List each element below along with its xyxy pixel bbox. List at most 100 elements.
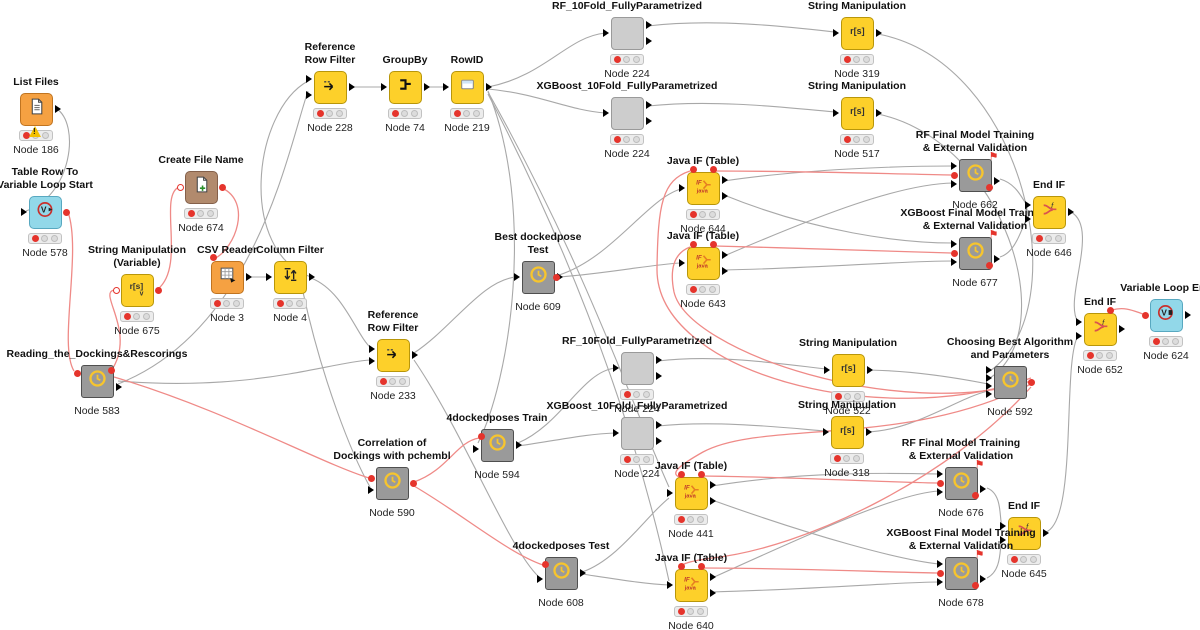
data-wire-n224d-n318[interactable]: [657, 423, 826, 432]
input-port[interactable]: [936, 469, 943, 478]
flow-variable-input-port[interactable]: [541, 560, 549, 568]
data-wire-n583-n233[interactable]: [117, 359, 372, 384]
node-java-if-table-640[interactable]: Java IF (Table) IF java Node 640: [655, 552, 727, 630]
node-body[interactable]: [610, 16, 644, 50]
input-port[interactable]: [472, 444, 479, 453]
data-wire-n233-n609[interactable]: [413, 276, 517, 354]
data-wire-n608-n640[interactable]: [581, 573, 670, 586]
flow-variable-output-port[interactable]: [985, 261, 993, 269]
output-port[interactable]: [709, 480, 716, 489]
output-port[interactable]: [645, 36, 652, 45]
node-body[interactable]: [993, 365, 1027, 399]
node-string-manipulation-522[interactable]: String Manipulation r[s] Node 522: [799, 337, 897, 416]
node-body[interactable]: [210, 260, 244, 294]
output-port[interactable]: [515, 440, 522, 449]
input-port[interactable]: [368, 356, 375, 365]
input-port[interactable]: [1075, 331, 1082, 340]
node-body[interactable]: IF java: [686, 171, 720, 205]
flow-variable-input-port[interactable]: [367, 474, 375, 482]
flow-variable-wire-n640-n678[interactable]: [702, 567, 938, 574]
flow-variable-wire-n675-n674[interactable]: [157, 186, 180, 290]
node-column-filter-4[interactable]: Column Filter Node 4: [256, 244, 324, 323]
node-end-if-645[interactable]: End IF f Node 645: [999, 500, 1049, 580]
input-port[interactable]: [823, 365, 830, 374]
flow-variable-wire-n592-n441[interactable]: [675, 383, 1032, 478]
node-body[interactable]: [375, 466, 409, 500]
output-port[interactable]: [709, 572, 716, 581]
node-body[interactable]: [184, 170, 218, 204]
data-wire-n640-n678[interactable]: [711, 581, 940, 593]
input-port[interactable]: [513, 272, 520, 281]
input-port[interactable]: [1024, 200, 1031, 209]
flow-variable-input-port[interactable]: [950, 249, 958, 257]
output-port[interactable]: [993, 254, 1000, 263]
node-reading-the-dockings-rescorings-583[interactable]: Reading_the_Dockings&Rescorings Node 583: [7, 348, 188, 416]
node-body[interactable]: f: [1083, 312, 1117, 346]
input-port[interactable]: [936, 577, 943, 586]
data-wire-n594-n224c[interactable]: [517, 367, 616, 444]
flow-variable-wire-n590-n608[interactable]: [413, 485, 544, 566]
node-rf-10fold-fullyparametrized-224-top[interactable]: RF_10Fold_FullyParametrized Node 224: [552, 0, 702, 79]
input-port[interactable]: [20, 207, 27, 216]
data-wire-n609-n643[interactable]: [558, 262, 681, 278]
data-wire-n644-n662[interactable]: [723, 165, 954, 182]
flow-variable-wire-n583-n590[interactable]: [113, 376, 370, 479]
output-port[interactable]: [645, 20, 652, 29]
node-reference-row-filter-228[interactable]: Reference Row Filter Node 228: [305, 41, 356, 133]
flow-variable-wire-n592-n640[interactable]: [678, 386, 1032, 569]
flow-variable-output-port[interactable]: [552, 273, 560, 281]
input-port[interactable]: [822, 427, 829, 436]
input-port[interactable]: [536, 574, 543, 583]
output-port[interactable]: [721, 191, 728, 200]
output-port[interactable]: [865, 427, 872, 436]
node-body[interactable]: [480, 428, 514, 462]
data-wire-n219-n224a[interactable]: [487, 32, 606, 88]
flow-variable-wire-n652-n624[interactable]: [1111, 308, 1144, 315]
output-port[interactable]: [348, 82, 355, 91]
node-string-manipulation-319[interactable]: String Manipulation r[s] Node 319: [808, 0, 906, 79]
node-choosing-best-algorithm-and-parameters-592[interactable]: Choosing Best Algorithm and Parameters Nod…: [947, 336, 1073, 417]
flow-variable-wire-n583-n675[interactable]: [109, 289, 121, 369]
flow-variable-input-port[interactable]: [689, 240, 697, 248]
data-wire-n4-n233[interactable]: [310, 277, 372, 349]
data-wire-n643-n662[interactable]: [723, 182, 954, 257]
input-port[interactable]: [950, 161, 957, 170]
output-port[interactable]: [1118, 324, 1125, 333]
data-wire-n224a-n319[interactable]: [647, 22, 836, 33]
node-xgboost-final-model-training-678[interactable]: XGBoost Final Model Training & External V…: [886, 527, 1035, 608]
flow-variable-output-port[interactable]: [709, 165, 717, 173]
node-body[interactable]: [944, 556, 978, 590]
node-best-dockedpose-test-609[interactable]: Best dockedpose Test Node 609: [495, 231, 582, 312]
node-end-if-652[interactable]: End IF f Node 652: [1075, 296, 1125, 376]
node-body[interactable]: [610, 96, 644, 130]
input-port[interactable]: [602, 28, 609, 37]
input-port[interactable]: [666, 488, 673, 497]
input-port[interactable]: [985, 365, 992, 374]
input-port[interactable]: [950, 257, 957, 266]
flow-variable-wire-n578-n583[interactable]: [67, 211, 75, 372]
output-port[interactable]: [655, 436, 662, 445]
flow-variable-output-port[interactable]: [697, 562, 705, 570]
output-port[interactable]: [655, 371, 662, 380]
output-port[interactable]: [115, 382, 122, 391]
node-string-manipulation-318[interactable]: String Manipulation r[s] Node 318: [798, 399, 896, 478]
output-port[interactable]: [556, 272, 563, 281]
input-port[interactable]: [265, 272, 272, 281]
output-port[interactable]: [709, 496, 716, 505]
node-4dockedposes-train-594[interactable]: 4dockedposes Train Node 594: [447, 412, 548, 480]
node-list-files-186[interactable]: List Files Node 186: [13, 76, 61, 156]
node-body[interactable]: IF java: [674, 568, 708, 602]
flow-variable-input-port[interactable]: [176, 183, 184, 191]
node-body[interactable]: IF java: [686, 246, 720, 280]
output-port[interactable]: [1042, 528, 1049, 537]
output-port[interactable]: [645, 100, 652, 109]
flow-variable-input-port[interactable]: [936, 569, 944, 577]
flow-variable-wire-n590-n594[interactable]: [413, 437, 480, 483]
input-port[interactable]: [936, 487, 943, 496]
data-wire-n643-n677[interactable]: [723, 260, 954, 271]
node-java-if-table-643[interactable]: Java IF (Table) IF java Node 643: [667, 230, 739, 309]
data-wire-n645-n652[interactable]: [1045, 335, 1079, 533]
node-body[interactable]: [313, 70, 347, 104]
flow-variable-output-port[interactable]: [1027, 378, 1035, 386]
flow-variable-output-port[interactable]: [107, 366, 115, 374]
